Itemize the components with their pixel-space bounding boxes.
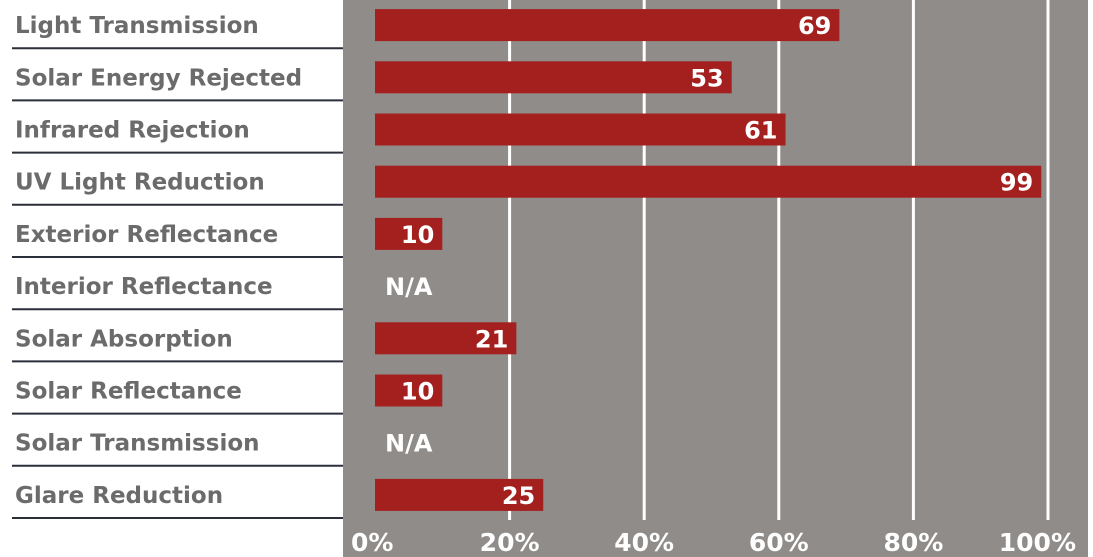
x-tick-label: 40% bbox=[614, 528, 674, 557]
data-label: 21 bbox=[475, 325, 508, 353]
data-label: N/A bbox=[385, 430, 433, 458]
x-tick-label: 80% bbox=[883, 528, 943, 557]
data-label: 10 bbox=[401, 221, 434, 249]
bar bbox=[375, 113, 786, 146]
bar bbox=[375, 374, 443, 407]
bar bbox=[375, 165, 1042, 198]
category-label: Solar Transmission bbox=[15, 431, 260, 457]
bar bbox=[375, 217, 443, 250]
category-label: Infrared Rejection bbox=[15, 118, 250, 144]
category-label: Solar Energy Rejected bbox=[15, 65, 302, 91]
x-tick-label: 100% bbox=[999, 528, 1076, 557]
data-label: 99 bbox=[1000, 169, 1033, 197]
data-label: 53 bbox=[690, 64, 723, 92]
bar bbox=[375, 322, 517, 355]
category-label: Glare Reduction bbox=[15, 483, 223, 509]
bar bbox=[375, 478, 544, 511]
data-label: 61 bbox=[744, 117, 777, 145]
category-label: Solar Absorption bbox=[15, 326, 233, 352]
bar bbox=[375, 61, 732, 94]
data-label: 25 bbox=[502, 482, 535, 510]
category-label: Interior Reflectance bbox=[15, 274, 273, 300]
x-tick-label: 60% bbox=[749, 528, 809, 557]
x-tick-label: 0% bbox=[351, 528, 393, 557]
x-tick-label: 20% bbox=[480, 528, 540, 557]
bar bbox=[375, 9, 840, 42]
category-label: Light Transmission bbox=[15, 13, 259, 39]
data-label: 10 bbox=[401, 378, 434, 406]
category-label: Exterior Reflectance bbox=[15, 222, 278, 248]
data-label: N/A bbox=[385, 273, 433, 301]
data-label: 69 bbox=[798, 12, 831, 40]
category-label: UV Light Reduction bbox=[15, 170, 265, 196]
category-label: Solar Reflectance bbox=[15, 379, 242, 405]
